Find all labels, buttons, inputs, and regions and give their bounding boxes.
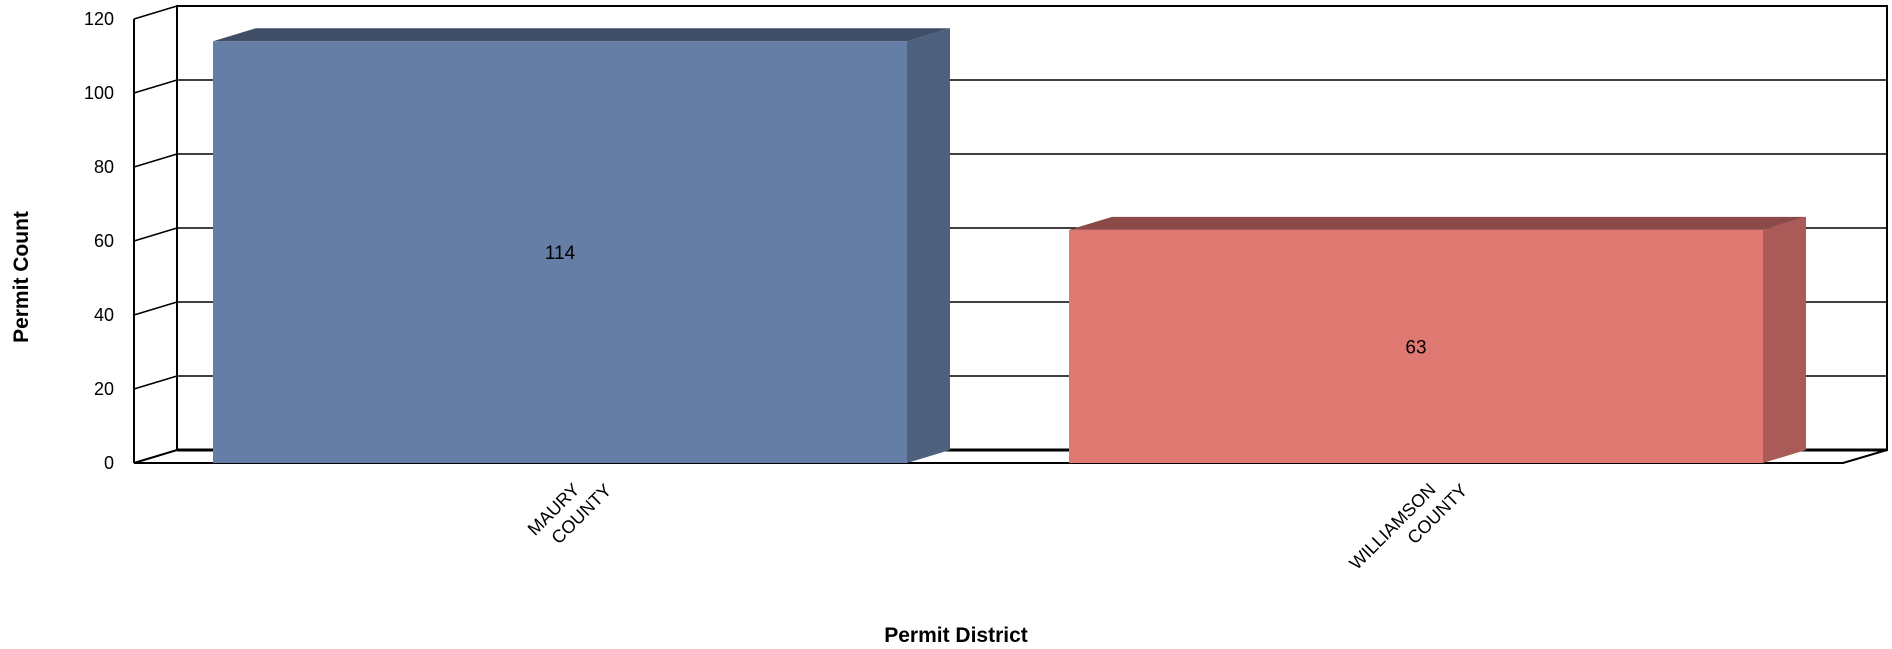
y-tick-label-60: 60 — [94, 231, 114, 251]
bar-front-1 — [1069, 229, 1763, 463]
side-grid-80 — [133, 153, 178, 168]
x-axis-title: Permit District — [884, 624, 1028, 647]
y-tick-label-20: 20 — [94, 379, 114, 399]
bar-0 — [213, 28, 950, 463]
side-grid-40 — [133, 301, 178, 316]
bar-top-1 — [1069, 216, 1806, 230]
side-grid-20 — [133, 375, 178, 390]
bar-top-0 — [213, 28, 950, 42]
data-label-1: 63 — [1405, 337, 1426, 358]
y-tick-label-120: 120 — [84, 9, 114, 29]
y-tick-label-80: 80 — [94, 157, 114, 177]
bar-side-1 — [1763, 216, 1806, 463]
x-tick-label-0: MAURYCOUNTY — [524, 464, 616, 556]
y-tick-label-0: 0 — [104, 453, 114, 473]
x-tick-label-1: WILLIAMSONCOUNTY — [1345, 464, 1471, 590]
side-grid-100 — [133, 79, 178, 94]
y-axis-title: Permit Count — [10, 211, 33, 343]
bar-front-0 — [213, 41, 907, 463]
side-grid-60 — [133, 227, 178, 242]
bar-side-0 — [907, 28, 950, 463]
bars — [213, 28, 1806, 463]
bar-1 — [1069, 216, 1806, 463]
y-tick-label-40: 40 — [94, 305, 114, 325]
data-label-0: 114 — [545, 243, 576, 264]
y-tick-label-100: 100 — [84, 83, 114, 103]
side-grid-120 — [133, 5, 178, 20]
